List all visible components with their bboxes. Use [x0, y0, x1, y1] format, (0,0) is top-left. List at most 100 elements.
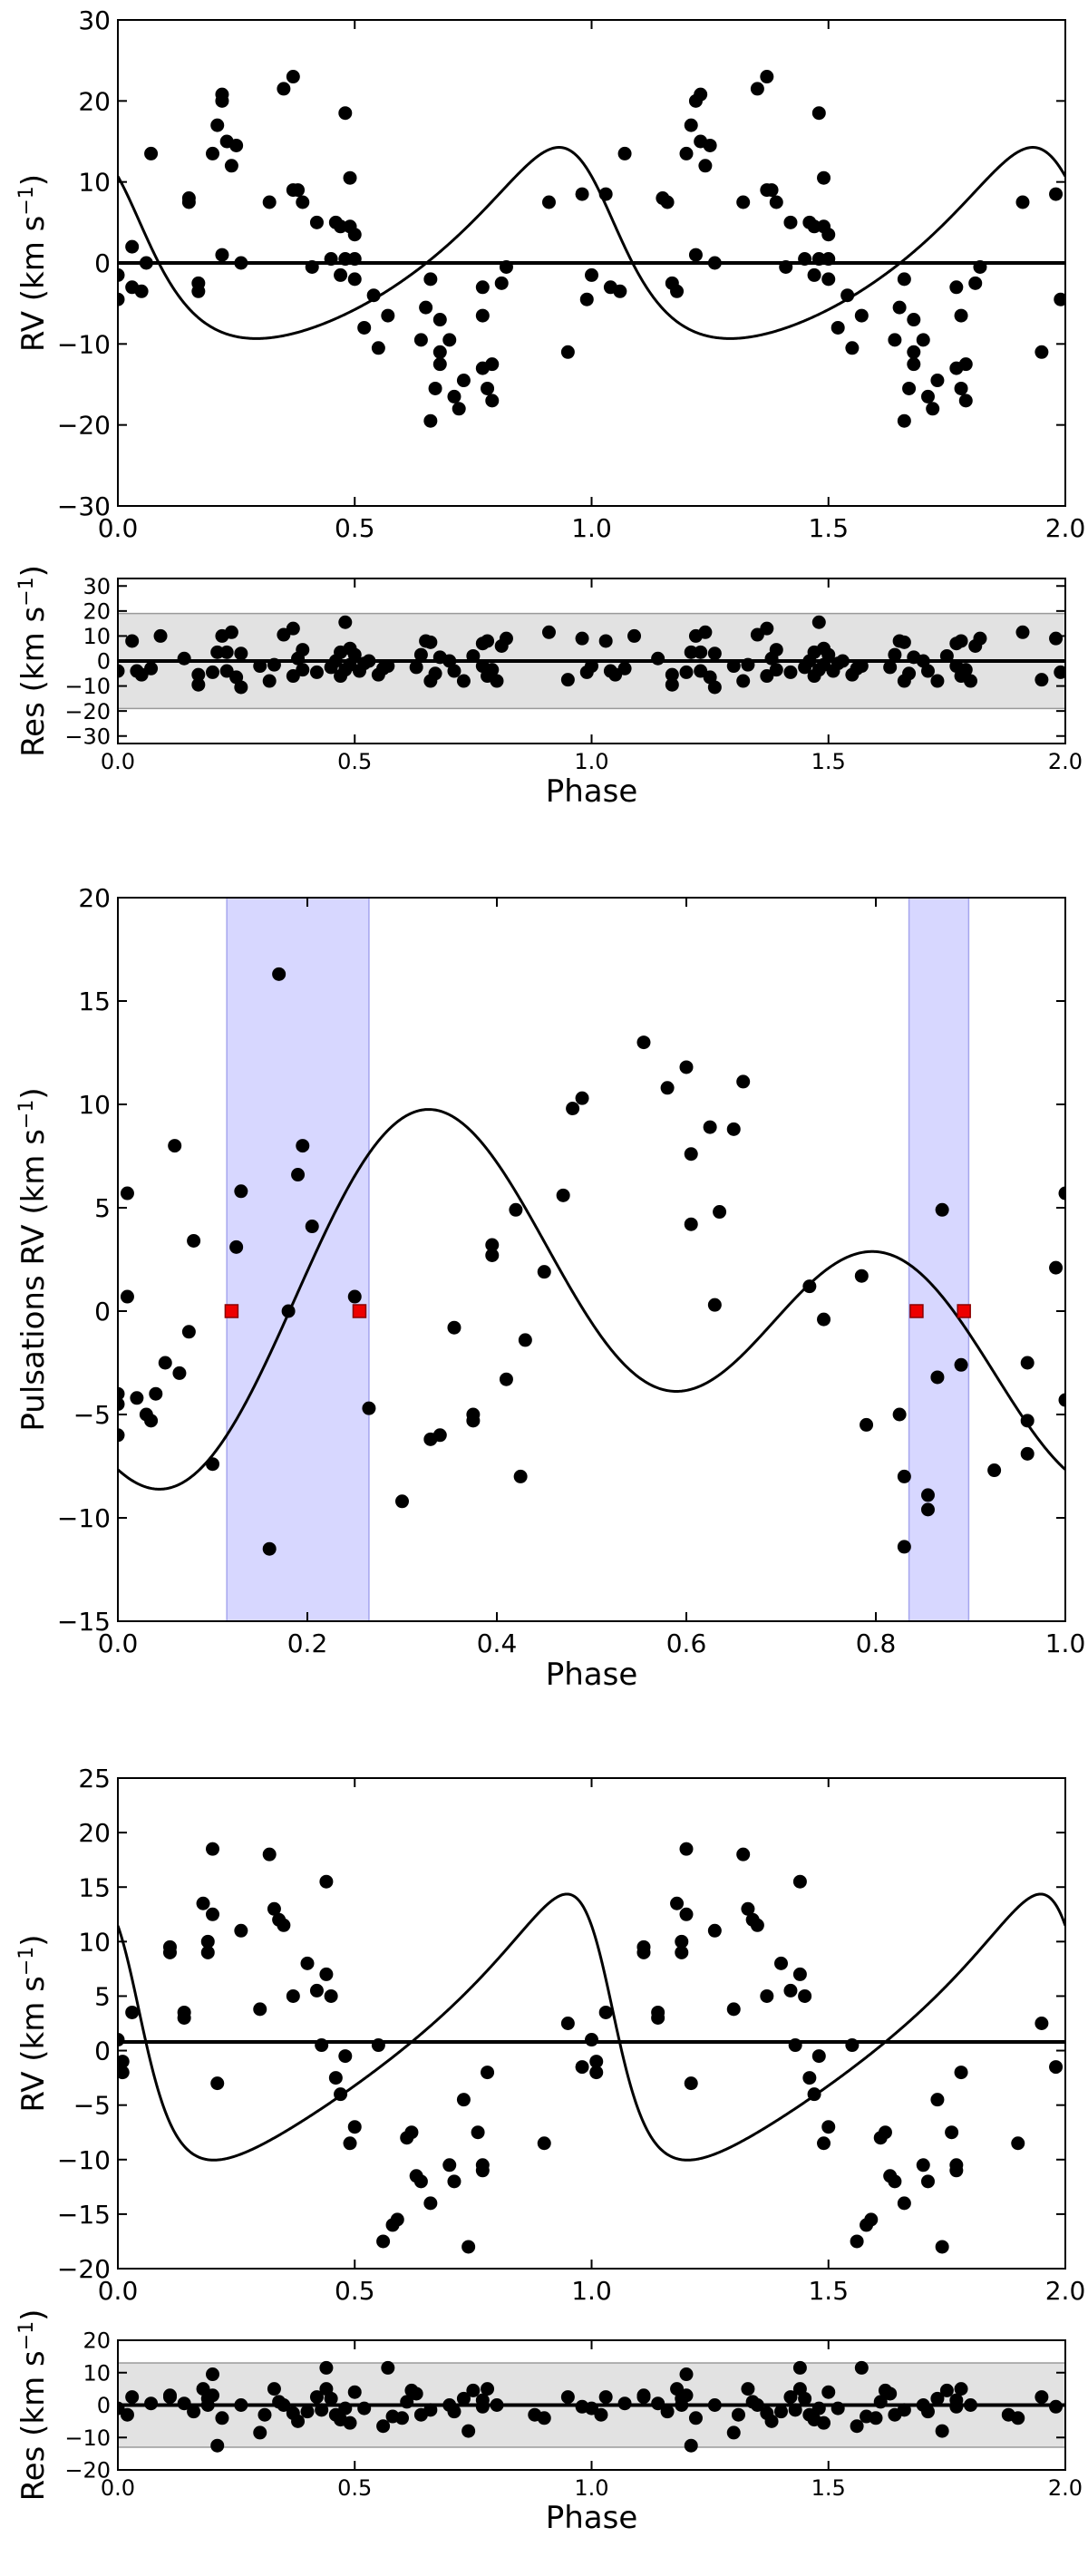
x-tick-label: 0.6 [666, 1628, 707, 1658]
data-point [206, 2367, 219, 2382]
data-point [395, 1494, 409, 1509]
x-tick-label: 1.0 [571, 513, 612, 543]
data-point [811, 106, 826, 121]
data-point [253, 659, 267, 674]
data-point [1035, 2390, 1049, 2405]
y-tick-label: 0 [94, 248, 111, 278]
data-point [651, 2396, 665, 2411]
data-point [490, 2398, 504, 2412]
data-point [177, 2010, 191, 2025]
x-tick-label: 0.5 [337, 2475, 372, 2501]
data-point [315, 2038, 329, 2053]
y-tick-label: −10 [64, 2425, 111, 2451]
data-point [698, 625, 713, 639]
y-tick-label: 20 [83, 598, 111, 624]
data-point [935, 2424, 949, 2438]
y-axis-label: RV (km s−1) [15, 174, 53, 352]
y-tick-label: −10 [64, 674, 111, 699]
y-tick-label: 10 [78, 168, 111, 198]
x-axis-label: Phase [546, 2500, 638, 2536]
y-tick-label: 15 [78, 987, 111, 1016]
data-point [200, 1945, 215, 1959]
data-point [338, 615, 353, 629]
data-point [262, 195, 277, 209]
data-point [499, 1372, 513, 1386]
data-point [930, 1370, 945, 1385]
data-point [485, 394, 500, 408]
data-point [181, 195, 196, 209]
data-point [598, 634, 613, 648]
data-point [854, 1269, 869, 1283]
data-point [973, 631, 987, 646]
data-point [144, 661, 159, 676]
data-point [452, 402, 466, 416]
data-point [296, 195, 310, 209]
data-point [432, 1428, 447, 1443]
data-point [760, 70, 774, 84]
x-tick-label: 0.5 [337, 749, 372, 774]
data-point [432, 313, 447, 327]
y-axis-label: Res (km s−1) [15, 2309, 53, 2502]
data-point [840, 288, 855, 303]
data-point [118, 2055, 130, 2069]
data-point [475, 308, 490, 323]
data-point [475, 2399, 490, 2414]
data-point [811, 252, 826, 267]
data-point [579, 292, 594, 306]
data-point [447, 2405, 461, 2419]
data-point [423, 2403, 438, 2417]
y-axis-label: RV (km s−1) [15, 1934, 53, 2112]
x-tick-label: 1.5 [811, 2475, 846, 2501]
data-point [485, 663, 500, 677]
data-point [118, 267, 125, 282]
data-point [120, 2407, 134, 2422]
data-point [897, 1540, 911, 1554]
y-tick-label: 0 [97, 2393, 111, 2418]
panel-p1: 0.0 0.5 1.0 1.5 2.0 −30 −20 −10 0 10 20 30 RV (km s−… [15, 5, 1086, 543]
data-point [675, 1945, 689, 1959]
data-point [300, 1956, 315, 1970]
data-point [347, 252, 362, 267]
data-point [783, 1983, 798, 1998]
data-point [892, 300, 907, 315]
data-point [617, 2396, 632, 2411]
data-point [1020, 1446, 1035, 1461]
data-point [118, 664, 125, 678]
y-tick-label: 20 [78, 86, 111, 116]
data-point [234, 1184, 248, 1199]
data-point [684, 2438, 698, 2453]
data-point [566, 1102, 580, 1116]
data-point [598, 2005, 613, 2019]
data-point [481, 381, 495, 395]
data-point [916, 333, 930, 347]
data-point [461, 2424, 476, 2438]
plot-area [118, 2360, 1065, 2453]
data-point [954, 2066, 968, 2080]
data-point [177, 651, 191, 666]
data-point [741, 657, 755, 672]
data-point [1058, 1186, 1065, 1201]
data-point [357, 2401, 372, 2416]
data-point [954, 381, 968, 395]
data-point [168, 1139, 182, 1153]
data-point [409, 2386, 423, 2401]
data-point [627, 628, 642, 643]
y-tick-label: 10 [78, 1090, 111, 1120]
data-point [456, 2093, 471, 2107]
data-point [939, 2383, 954, 2397]
data-point [134, 284, 149, 298]
data-point [684, 1217, 698, 1231]
data-point [118, 1428, 125, 1443]
data-point [253, 2002, 267, 2017]
data-point [821, 2385, 836, 2399]
data-point [792, 1967, 807, 1981]
x-axis-label: Phase [546, 773, 638, 810]
data-point [792, 1874, 807, 1889]
data-point [688, 2411, 703, 2425]
data-point [854, 659, 869, 674]
data-point [764, 2414, 779, 2428]
data-point [1054, 292, 1065, 306]
data-point [831, 320, 845, 335]
data-point [413, 647, 428, 662]
data-point [485, 1248, 500, 1262]
